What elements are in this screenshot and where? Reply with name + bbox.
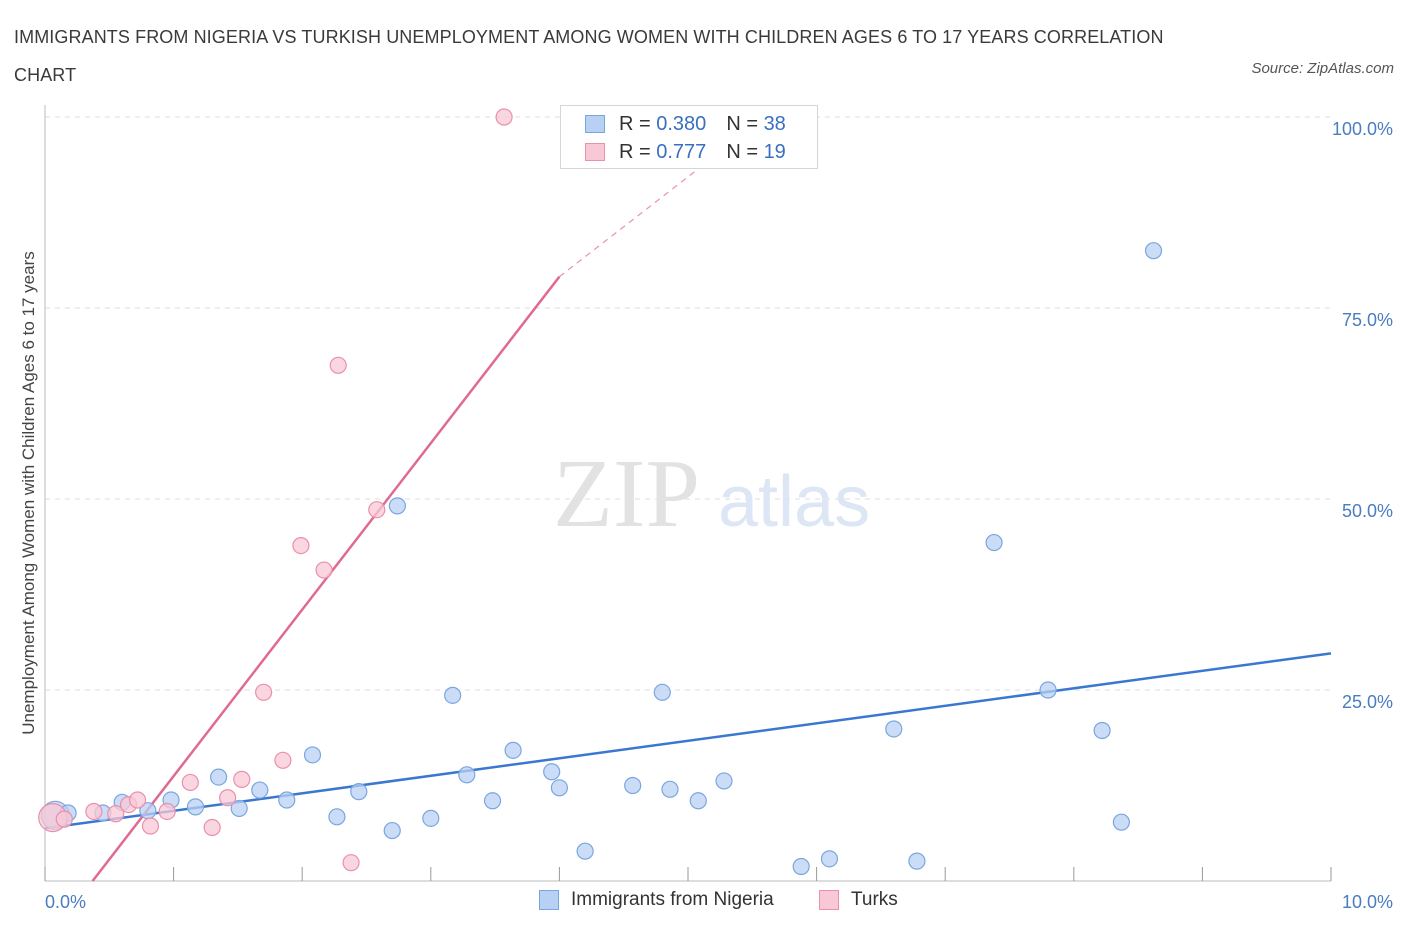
legend-r-value-nigeria: 0.380: [656, 112, 707, 135]
legend-row-turks: R = 0.777 N = 19: [585, 139, 786, 165]
point-turks: [233, 770, 251, 788]
point-nigeria: [388, 497, 406, 515]
trend-line-turks: [91, 275, 561, 882]
point-turks: [315, 561, 333, 579]
y-tick-label: 75.0%: [1342, 310, 1393, 330]
legend-swatch-turks: [585, 143, 605, 161]
point-turks: [203, 818, 221, 837]
y-tick-label: 100.0%: [1332, 119, 1393, 139]
point-nigeria: [483, 792, 502, 810]
point-turks: [495, 108, 513, 126]
point-nigeria: [820, 850, 839, 868]
y-tick-label: 25.0%: [1342, 692, 1393, 712]
point-turks: [85, 802, 103, 821]
watermark-atlas: atlas: [718, 462, 870, 542]
legend-n-value-turks: 19: [763, 140, 786, 163]
point-turks: [128, 791, 147, 809]
bottom-legend-swatch-turks: [819, 890, 839, 910]
point-nigeria: [689, 792, 707, 810]
point-nigeria: [230, 799, 248, 818]
point-nigeria: [328, 808, 346, 826]
bottom-legend-swatch-nigeria: [539, 890, 559, 910]
point-turks: [274, 751, 292, 769]
legend-swatch-nigeria: [585, 115, 605, 133]
x-tick-label-max: 10.0%: [1342, 892, 1393, 912]
point-nigeria: [1093, 721, 1111, 740]
point-nigeria: [186, 798, 205, 816]
point-nigeria: [1112, 813, 1130, 831]
point-turks: [329, 356, 347, 374]
legend-r-label-turks: R =: [619, 140, 651, 163]
point-turks: [368, 501, 386, 519]
y-axis-label: Unemployment Among Women with Children A…: [19, 251, 38, 735]
point-nigeria: [624, 776, 642, 795]
point-turks: [158, 802, 176, 821]
correlation-legend: R = 0.380 N = 38 R = 0.777 N = 19: [560, 105, 818, 169]
point-nigeria: [661, 780, 679, 798]
point-nigeria: [458, 766, 476, 784]
point-turks: [141, 817, 160, 835]
point-nigeria: [1144, 242, 1163, 260]
legend-r-value-turks: 0.777: [656, 140, 707, 163]
point-nigeria: [210, 768, 228, 786]
point-nigeria: [885, 720, 903, 738]
point-nigeria: [278, 791, 296, 809]
legend-n-label-nigeria: N =: [726, 112, 758, 135]
watermark: ZIP atlas: [553, 440, 870, 548]
point-turks: [55, 810, 73, 828]
trend-lines: [44, 116, 1332, 882]
bottom-legend-label-nigeria: Immigrants from Nigeria: [571, 889, 774, 910]
bottom-legend-nigeria: Immigrants from Nigeria: [539, 889, 774, 911]
point-nigeria: [383, 821, 401, 840]
point-turks: [292, 537, 310, 555]
point-turks: [181, 773, 199, 792]
data-points: [38, 108, 1163, 876]
grid: [45, 116, 1331, 691]
source-label: Source: ZipAtlas.com: [1251, 60, 1394, 77]
point-nigeria: [792, 857, 810, 876]
point-nigeria: [350, 783, 368, 801]
bottom-legend-label-turks: Turks: [851, 889, 898, 910]
axes: 25.0% 50.0% 75.0% 100.0% 0.0% 10.0%: [44, 105, 1393, 912]
x-tick-label-min: 0.0%: [45, 892, 86, 912]
y-tick-label: 50.0%: [1342, 501, 1393, 521]
point-turks: [255, 683, 273, 701]
point-nigeria: [504, 741, 522, 759]
point-nigeria: [422, 809, 440, 827]
point-nigeria: [1039, 681, 1057, 699]
legend-n-label-turks: N =: [726, 140, 758, 163]
point-nigeria: [444, 686, 462, 704]
legend-r-label-nigeria: R =: [619, 112, 651, 135]
point-nigeria: [653, 683, 671, 701]
bottom-legend-turks: Turks: [819, 889, 898, 911]
point-turks: [107, 805, 125, 823]
point-turks: [342, 854, 360, 872]
point-nigeria: [303, 746, 322, 764]
point-nigeria: [576, 842, 594, 860]
chart-title: IMMIGRANTS FROM NIGERIA VS TURKISH UNEMP…: [14, 27, 1164, 85]
point-nigeria: [251, 781, 269, 799]
point-nigeria: [543, 763, 561, 781]
legend-n-value-nigeria: 38: [763, 112, 786, 135]
point-nigeria: [985, 533, 1003, 552]
point-nigeria: [715, 772, 733, 790]
point-turks: [219, 789, 237, 807]
legend-row-nigeria: R = 0.380 N = 38: [585, 111, 786, 137]
point-nigeria: [908, 852, 926, 870]
trend-line-nigeria: [44, 652, 1332, 830]
point-nigeria: [550, 779, 569, 797]
watermark-zip: ZIP: [553, 440, 700, 548]
